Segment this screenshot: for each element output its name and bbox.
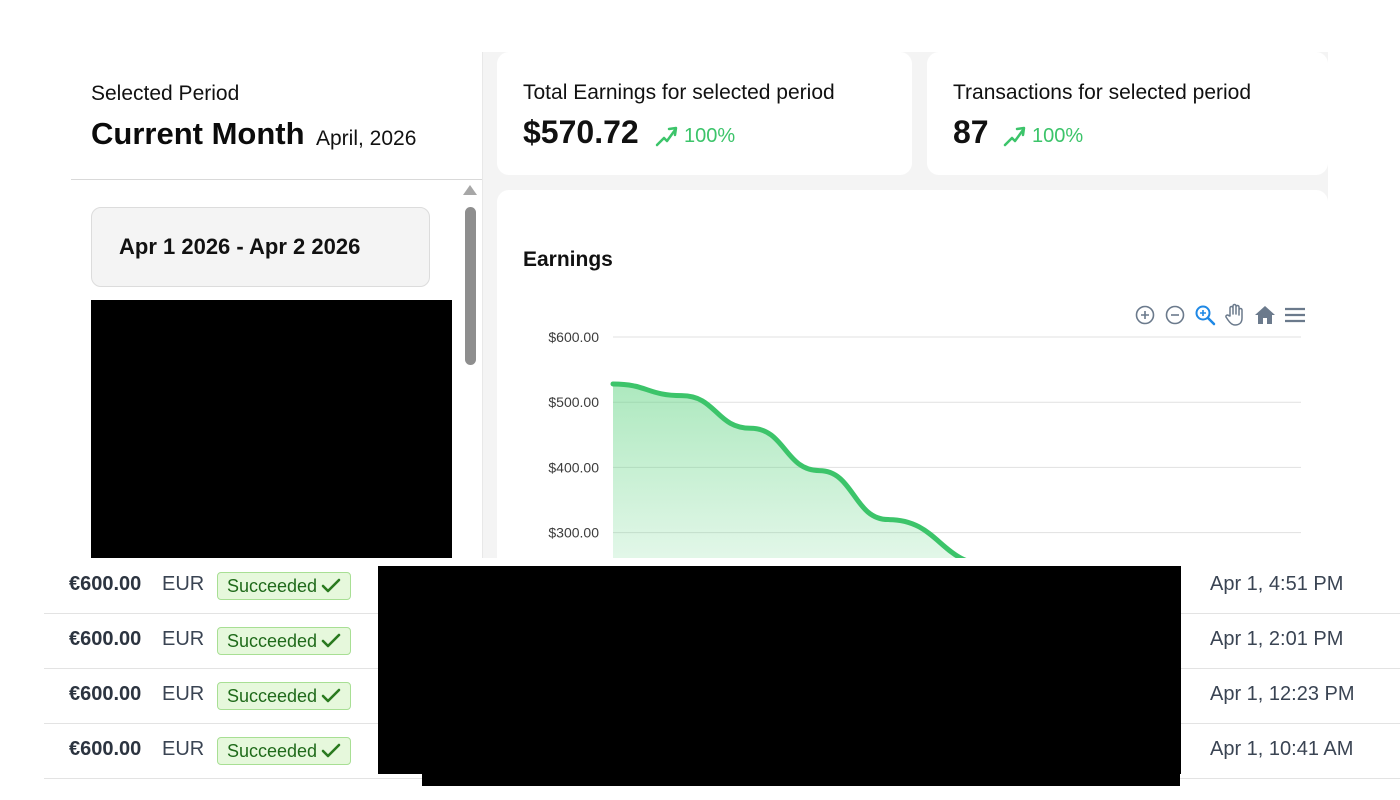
check-icon xyxy=(321,688,341,703)
y-tick-label: $600.00 xyxy=(548,329,599,345)
selected-period-panel: Selected Period Current Month April, 202… xyxy=(56,52,482,572)
earnings-chart-card: Earnings $600.00 $500.00 $400.00 $300.00 xyxy=(497,190,1328,572)
transaction-date: Apr 1, 10:41 AM xyxy=(1210,738,1354,760)
status-label: Succeeded xyxy=(227,740,318,761)
transaction-date: Apr 1, 4:51 PM xyxy=(1210,573,1344,595)
earnings-stat-title: Total Earnings for selected period xyxy=(523,81,835,104)
currency: EUR xyxy=(162,683,205,705)
earnings-stat-card: Total Earnings for selected period $570.… xyxy=(497,52,912,175)
check-icon xyxy=(321,578,341,593)
pan-hand-icon[interactable] xyxy=(1223,303,1247,327)
period-title: Current Month xyxy=(91,116,305,151)
panel-divider xyxy=(482,52,483,572)
status-label: Succeeded xyxy=(227,685,318,706)
status-label: Succeeded xyxy=(227,630,318,651)
chart-toolbar xyxy=(1133,303,1307,327)
earnings-trend: 100% xyxy=(654,124,735,148)
transaction-date: Apr 1, 12:23 PM xyxy=(1210,683,1355,705)
zoom-select-icon[interactable] xyxy=(1193,303,1217,327)
divider xyxy=(71,179,482,180)
transaction-date: Apr 1, 2:01 PM xyxy=(1210,628,1344,650)
transactions-trend: 100% xyxy=(1002,124,1083,148)
period-month: April, 2026 xyxy=(316,127,417,150)
status-badge: Succeeded xyxy=(217,572,352,600)
earnings-chart: $600.00 $500.00 $400.00 $300.00 xyxy=(548,329,1301,572)
transactions-stat-card: Transactions for selected period 87 100% xyxy=(927,52,1328,175)
currency: EUR xyxy=(162,573,205,595)
earnings-trend-value: 100% xyxy=(684,124,736,147)
check-icon xyxy=(321,743,341,758)
redacted-region xyxy=(378,566,1181,774)
amount: €600.00 xyxy=(69,628,142,650)
currency: EUR xyxy=(162,738,205,760)
scroll-up-arrow-icon[interactable] xyxy=(463,185,477,195)
redacted-region xyxy=(91,300,452,570)
trend-up-icon xyxy=(1003,126,1026,147)
date-range-label: Apr 1 2026 - Apr 2 2026 xyxy=(119,234,361,259)
amount: €600.00 xyxy=(69,683,142,705)
amount: €600.00 xyxy=(69,738,142,760)
y-tick-label: $400.00 xyxy=(548,459,599,475)
currency: EUR xyxy=(162,628,205,650)
trend-up-icon xyxy=(655,126,678,147)
check-icon xyxy=(321,633,341,648)
transactions-trend-value: 100% xyxy=(1032,124,1084,147)
earnings-stat-value: $570.72 xyxy=(523,114,639,150)
amount: €600.00 xyxy=(69,573,142,595)
status-badge: Succeeded xyxy=(217,627,352,655)
menu-icon[interactable] xyxy=(1283,303,1307,327)
status-badge: Succeeded xyxy=(217,737,352,765)
selected-period-label: Selected Period xyxy=(91,82,240,105)
earnings-line xyxy=(610,381,994,568)
earnings-area xyxy=(613,383,992,572)
status-label: Succeeded xyxy=(227,575,318,596)
redacted-region xyxy=(422,770,1180,786)
date-range-card[interactable]: Apr 1 2026 - Apr 2 2026 xyxy=(91,207,430,287)
chart-title: Earnings xyxy=(523,248,613,271)
y-tick-label: $500.00 xyxy=(548,394,599,410)
scrollbar-thumb[interactable] xyxy=(465,207,476,365)
transactions-stat-title: Transactions for selected period xyxy=(953,81,1252,104)
y-tick-label: $300.00 xyxy=(548,525,599,541)
status-badge: Succeeded xyxy=(217,682,352,710)
home-icon[interactable] xyxy=(1253,303,1277,327)
zoom-out-icon[interactable] xyxy=(1163,303,1187,327)
zoom-in-icon[interactable] xyxy=(1133,303,1157,327)
transactions-stat-value: 87 xyxy=(953,114,989,150)
